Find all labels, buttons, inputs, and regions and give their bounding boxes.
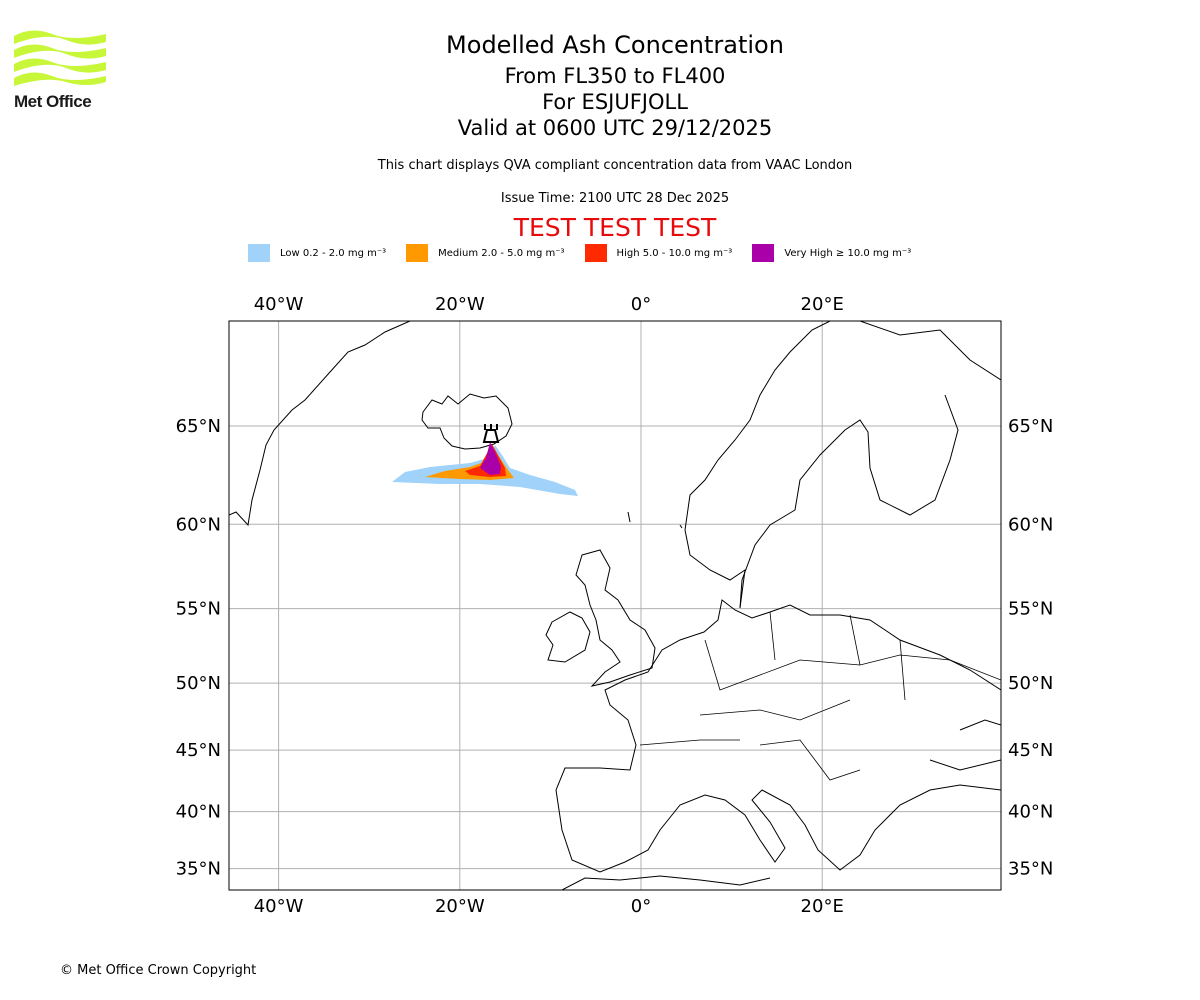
chart-description: This chart displays QVA compliant concen… (377, 158, 853, 173)
black-sea-coast (929, 719, 1001, 771)
north-africa-coast (561, 875, 771, 890)
country-borders (639, 611, 1001, 781)
continent-coast (555, 599, 1001, 873)
lat-tick-label: 55°N (176, 599, 221, 620)
britain-coast (575, 549, 656, 687)
legend-item-medium: Medium 2.0 - 5.0 mg m⁻³ (406, 244, 565, 262)
legend-label: High 5.0 - 10.0 mg m⁻³ (616, 247, 733, 259)
faroe-shetland (627, 511, 683, 529)
lat-tick-label: 60°N (1008, 514, 1053, 535)
lat-tick-label: 50°N (176, 673, 221, 694)
legend-swatch (248, 244, 270, 262)
graticule (229, 321, 1001, 890)
legend-label: Very High ≥ 10.0 mg m⁻³ (784, 247, 912, 259)
lat-tick-label: 40°N (1008, 802, 1053, 823)
ash-very-high-area (480, 442, 501, 475)
volcano-icon (482, 424, 500, 443)
ash-plume (392, 424, 578, 496)
lat-tick-label: 45°N (176, 740, 221, 761)
map-frame (228, 320, 1002, 891)
lat-tick-label: 35°N (1008, 859, 1053, 880)
lon-tick-label: 20°E (801, 294, 844, 315)
legend: Low 0.2 - 2.0 mg m⁻³ Medium 2.0 - 5.0 mg… (248, 244, 931, 262)
scandinavia-coast (684, 321, 1001, 531)
legend-swatch (406, 244, 429, 262)
legend-label: Medium 2.0 - 5.0 mg m⁻³ (438, 247, 565, 259)
legend-label: Low 0.2 - 2.0 mg m⁻³ (280, 247, 387, 259)
lat-tick-label: 55°N (1008, 599, 1053, 620)
coastlines (229, 321, 1001, 890)
iceland-coast (421, 393, 513, 450)
copyright: © Met Office Crown Copyright (60, 963, 257, 978)
lat-tick-label: 65°N (1008, 416, 1053, 437)
volcano-name: For ESJUFJOLL (542, 90, 688, 114)
lat-tick-label: 35°N (176, 859, 221, 880)
lon-tick-label: 0° (631, 896, 651, 917)
met-office-logo (14, 30, 106, 86)
flight-levels: From FL350 to FL400 (504, 64, 726, 88)
legend-swatch (752, 244, 775, 262)
lon-tick-label: 20°W (435, 896, 485, 917)
norway-south-coast (684, 529, 746, 609)
lon-tick-label: 0° (631, 294, 651, 315)
lat-tick-label: 60°N (176, 514, 221, 535)
legend-swatch (584, 244, 607, 262)
lon-tick-label: 40°W (254, 896, 304, 917)
greenland-coast (229, 321, 411, 527)
lat-tick-label: 45°N (1008, 740, 1053, 761)
valid-time: Valid at 0600 UTC 29/12/2025 (457, 116, 773, 140)
lon-tick-label: 20°W (435, 294, 485, 315)
issue-time: Issue Time: 2100 UTC 28 Dec 2025 (500, 191, 730, 206)
chart-title: Modelled Ash Concentration (446, 31, 784, 59)
test-banner: TEST TEST TEST (513, 213, 717, 242)
legend-item-low: Low 0.2 - 2.0 mg m⁻³ (248, 244, 386, 262)
lat-tick-label: 40°N (176, 802, 221, 823)
legend-item-very-high: Very High ≥ 10.0 mg m⁻³ (752, 244, 911, 262)
lat-tick-label: 50°N (1008, 673, 1053, 694)
ireland-coast (545, 611, 591, 663)
lat-tick-label: 65°N (176, 416, 221, 437)
sweden-finland-coast (739, 394, 959, 609)
legend-item-high: High 5.0 - 10.0 mg m⁻³ (584, 244, 733, 262)
lon-tick-label: 20°E (801, 896, 844, 917)
logo-text: Met Office (14, 92, 92, 111)
lon-tick-label: 40°W (254, 294, 304, 315)
axis-labels: 40°W 40°W 20°W 20°W 0° 0° 20°E 20°E 65°N 65°N 60°N… (176, 294, 1054, 917)
